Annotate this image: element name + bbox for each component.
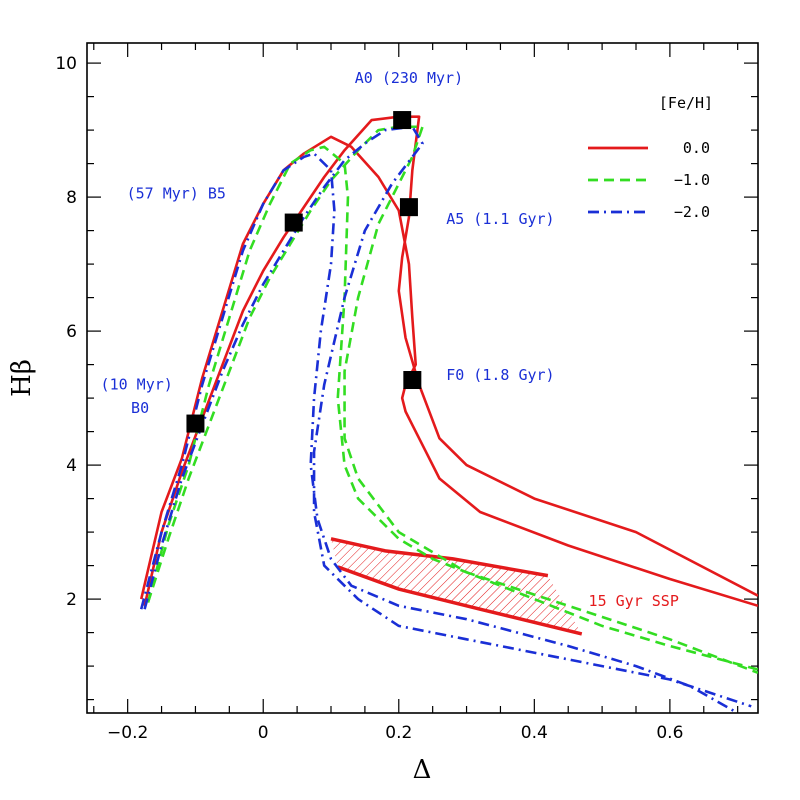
annotation-label: A0 (230 Myr) [355, 69, 463, 87]
age-marker [284, 213, 303, 232]
series-lines [139, 115, 758, 713]
x-axis-label: Δ [413, 755, 432, 785]
y-tick-label: 8 [66, 188, 77, 208]
age-marker [393, 111, 412, 130]
series-line-2 [143, 115, 758, 607]
y-axis-label: Hβ [7, 359, 37, 397]
tick-labels: −0.2 0 0.2 0.4 0.6 2 4 6 8 10 [55, 54, 683, 743]
axis-ticks [87, 43, 758, 713]
annotations: A0 (230 Myr) (57 Myr) B5 A5 (1.1 Gyr) F0 (1… [101, 69, 679, 610]
annotation-label: (10 Myr) [101, 375, 173, 393]
y-tick-label: 6 [66, 322, 77, 342]
ssp-lower-edge [337, 565, 583, 636]
annotation-label: F0 (1.8 Gyr) [446, 366, 554, 384]
series-line-3 [146, 145, 758, 671]
ssp-region [330, 537, 583, 636]
plot-frame [86, 42, 759, 714]
legend-label: −2.0 [674, 203, 710, 221]
age-marker [186, 414, 205, 433]
legend: [Fe/H] 0.0 −1.0 −2.0 [588, 94, 713, 221]
age-marker [399, 198, 418, 217]
x-tick-label: 0.6 [656, 723, 683, 743]
age-marker [403, 371, 422, 390]
series-line-5 [139, 152, 739, 713]
x-tick-label: 0.4 [521, 723, 548, 743]
x-tick-label: 0 [258, 723, 269, 743]
series-line-4 [146, 125, 758, 675]
age-markers [186, 111, 422, 433]
plot-area [139, 111, 758, 713]
annotation-label: B0 [131, 399, 149, 417]
legend-title: [Fe/H] [659, 94, 713, 112]
series-line-1 [139, 135, 758, 608]
y-tick-label: 10 [55, 54, 77, 74]
x-tick-label: −0.2 [107, 723, 148, 743]
legend-label: 0.0 [683, 139, 710, 157]
y-tick-label: 2 [66, 590, 77, 610]
annotation-label: A5 (1.1 Gyr) [446, 210, 554, 228]
series-line-6 [143, 125, 752, 708]
x-tick-label: 0.2 [385, 723, 412, 743]
y-tick-label: 4 [66, 456, 77, 476]
ssp-upper-edge [330, 537, 549, 578]
ssp-label: 15 Gyr SSP [589, 592, 679, 610]
ssp-hatch [331, 538, 582, 634]
legend-label: −1.0 [674, 171, 710, 189]
annotation-label: (57 Myr) B5 [127, 184, 226, 202]
